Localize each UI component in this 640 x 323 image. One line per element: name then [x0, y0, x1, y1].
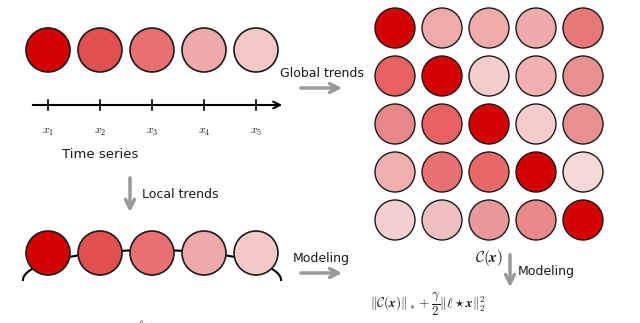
- Circle shape: [422, 8, 462, 48]
- Text: Modeling: Modeling: [518, 265, 575, 277]
- Circle shape: [422, 200, 462, 240]
- Text: Time series: Time series: [62, 148, 138, 161]
- Text: Global trends: Global trends: [280, 67, 364, 80]
- Circle shape: [78, 231, 122, 275]
- Text: $x_1$: $x_1$: [42, 125, 54, 138]
- Circle shape: [563, 56, 603, 96]
- Circle shape: [422, 56, 462, 96]
- Circle shape: [182, 231, 226, 275]
- Circle shape: [78, 28, 122, 72]
- Text: $\ell \star \boldsymbol{x}$: $\ell \star \boldsymbol{x}$: [136, 319, 168, 323]
- Circle shape: [26, 28, 70, 72]
- Circle shape: [469, 8, 509, 48]
- Circle shape: [234, 231, 278, 275]
- Circle shape: [469, 104, 509, 144]
- Text: $x_2$: $x_2$: [94, 125, 106, 138]
- Circle shape: [422, 152, 462, 192]
- Text: $x_5$: $x_5$: [250, 125, 262, 138]
- Circle shape: [516, 104, 556, 144]
- Text: Modeling: Modeling: [293, 252, 350, 265]
- Text: Local trends: Local trends: [142, 189, 218, 202]
- Circle shape: [516, 56, 556, 96]
- Circle shape: [375, 104, 415, 144]
- Circle shape: [563, 8, 603, 48]
- Circle shape: [130, 28, 174, 72]
- Text: $\mathcal{C}(\boldsymbol{x})$: $\mathcal{C}(\boldsymbol{x})$: [475, 248, 503, 268]
- Text: $x_3$: $x_3$: [146, 125, 158, 138]
- Circle shape: [563, 152, 603, 192]
- Circle shape: [234, 28, 278, 72]
- Circle shape: [182, 28, 226, 72]
- Circle shape: [375, 56, 415, 96]
- Circle shape: [469, 152, 509, 192]
- Circle shape: [26, 231, 70, 275]
- Circle shape: [375, 152, 415, 192]
- Text: $x_4$: $x_4$: [198, 125, 211, 138]
- Circle shape: [516, 8, 556, 48]
- Circle shape: [130, 231, 174, 275]
- Circle shape: [469, 56, 509, 96]
- Text: $\|\mathcal{C}(\boldsymbol{x})\|_* + \dfrac{\gamma}{2}\|\ell \star \boldsymbol{x: $\|\mathcal{C}(\boldsymbol{x})\|_* + \df…: [370, 290, 486, 318]
- Circle shape: [469, 200, 509, 240]
- Circle shape: [563, 104, 603, 144]
- Circle shape: [516, 152, 556, 192]
- Circle shape: [422, 104, 462, 144]
- Circle shape: [516, 200, 556, 240]
- Circle shape: [375, 200, 415, 240]
- Circle shape: [563, 200, 603, 240]
- Circle shape: [375, 8, 415, 48]
